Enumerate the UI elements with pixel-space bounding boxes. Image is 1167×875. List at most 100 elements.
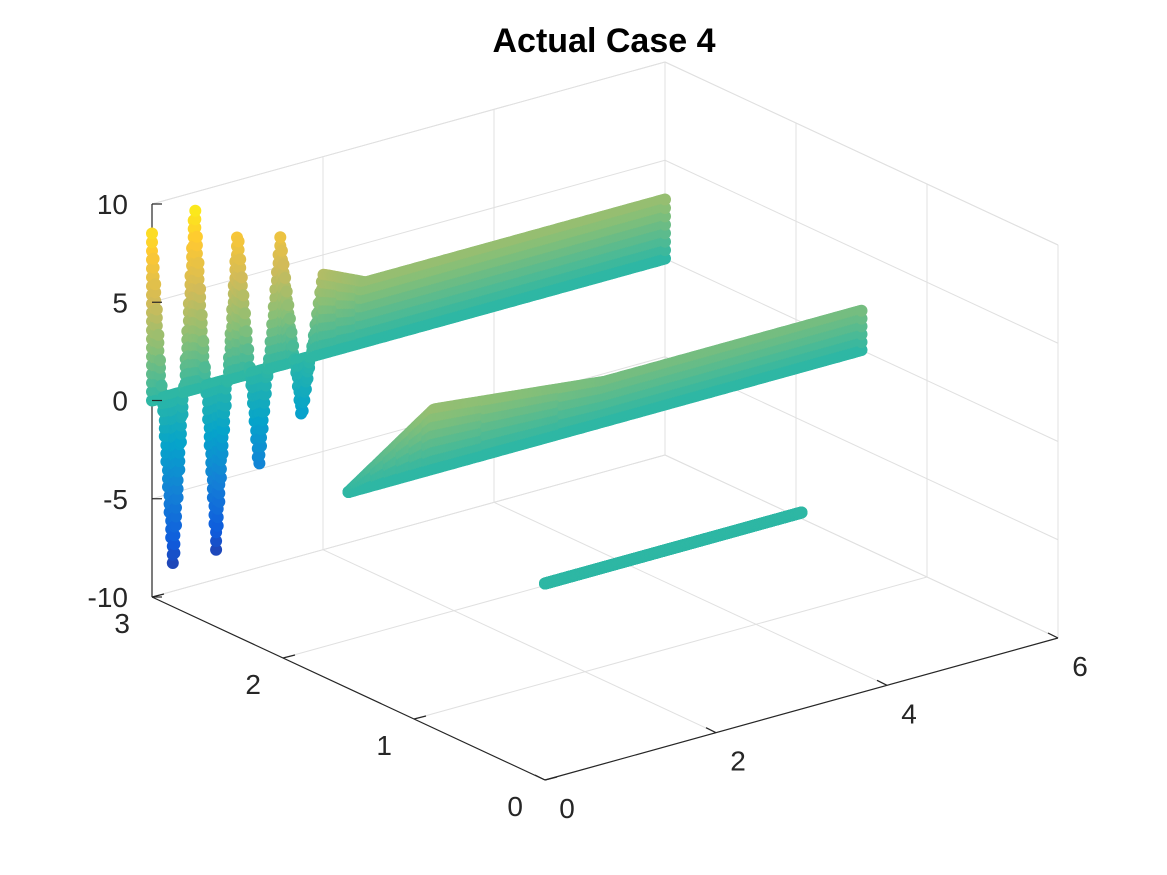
- box-edge: [151, 61, 666, 205]
- data-point: [259, 379, 272, 392]
- data-point: [214, 463, 227, 475]
- data-point: [298, 394, 311, 407]
- data-point: [194, 299, 207, 312]
- data-point: [194, 282, 207, 295]
- data-point: [150, 311, 163, 324]
- data-point: [189, 221, 202, 234]
- data-point: [274, 231, 287, 244]
- data-point: [210, 535, 223, 547]
- data-point: [280, 285, 293, 298]
- chart-title: Actual Case 4: [493, 22, 716, 60]
- data-point: [239, 307, 251, 320]
- data-point: [173, 446, 186, 459]
- data-point: [174, 419, 187, 432]
- grid-line: [493, 501, 888, 686]
- data-point: [234, 253, 247, 266]
- data-point: [149, 286, 162, 299]
- data-point: [173, 463, 186, 476]
- data-point: [855, 304, 868, 317]
- series-0: [146, 193, 671, 569]
- data-point: [168, 538, 181, 551]
- data-point: [255, 431, 267, 444]
- data-point: [195, 309, 208, 321]
- data-point: [171, 482, 184, 495]
- data-point: [213, 495, 226, 508]
- data-point: [283, 312, 296, 325]
- data-point: [170, 501, 182, 514]
- data-point: [256, 422, 269, 435]
- data-point: [214, 471, 227, 484]
- data-point: [253, 457, 266, 470]
- data-point: [256, 414, 269, 427]
- grid-line: [322, 549, 717, 734]
- data-point: [235, 279, 248, 292]
- data-point: [166, 557, 179, 569]
- data-point: [218, 415, 231, 428]
- data-point: [210, 543, 223, 556]
- data-point: [211, 519, 224, 532]
- data-point: [146, 227, 158, 240]
- data-point: [173, 455, 186, 468]
- data-point: [279, 271, 292, 284]
- data-point: [232, 235, 245, 248]
- data-point: [219, 399, 232, 412]
- data-point: [253, 449, 266, 461]
- grid-line: [151, 454, 666, 598]
- data-point: [234, 261, 247, 274]
- data-point: [242, 351, 255, 364]
- data-point: [258, 405, 271, 418]
- data-point: [237, 289, 250, 302]
- data-point: [285, 326, 298, 339]
- data-point: [275, 244, 288, 257]
- data-point: [240, 333, 253, 346]
- data-point: [239, 316, 251, 329]
- data-point: [259, 387, 272, 400]
- data-point: [168, 529, 181, 542]
- data-point: [218, 423, 231, 436]
- grid-line: [664, 159, 1059, 344]
- data-point: [240, 325, 253, 338]
- data-point: [192, 265, 205, 278]
- data-point: [192, 273, 205, 286]
- data-point: [235, 271, 248, 284]
- data-point: [190, 239, 203, 252]
- data-point: [154, 354, 166, 367]
- y-axis-line: [151, 596, 546, 781]
- data-point: [213, 487, 226, 500]
- data-point: [149, 278, 162, 291]
- data-point: [232, 243, 245, 256]
- data-point: [190, 247, 203, 260]
- data-layer: [146, 193, 868, 590]
- data-point: [170, 510, 182, 523]
- data-point: [277, 258, 290, 271]
- box-edge: [664, 61, 1059, 246]
- data-point: [147, 252, 160, 265]
- data-point: [255, 440, 267, 452]
- data-point: [146, 236, 158, 249]
- data-point: [197, 335, 210, 348]
- data-point: [659, 193, 671, 206]
- data-point: [296, 404, 309, 417]
- data-point: [198, 361, 211, 374]
- data-point: [152, 328, 165, 341]
- x-axis-line: [544, 637, 1059, 781]
- data-point: [168, 547, 181, 559]
- data-point: [190, 230, 203, 243]
- data-point: [282, 299, 295, 312]
- data-point: [170, 519, 182, 532]
- data-point: [189, 204, 202, 217]
- data-point: [189, 213, 202, 226]
- data-point: [174, 436, 187, 449]
- data-point: [242, 343, 255, 356]
- data-point: [150, 303, 163, 316]
- data-point: [194, 291, 207, 304]
- data-point: [147, 261, 160, 274]
- data-point: [219, 391, 232, 404]
- data-point: [287, 339, 300, 352]
- grid-line: [664, 454, 1059, 639]
- grid-line: [413, 576, 928, 720]
- data-point: [258, 396, 271, 409]
- data-point: [192, 256, 205, 269]
